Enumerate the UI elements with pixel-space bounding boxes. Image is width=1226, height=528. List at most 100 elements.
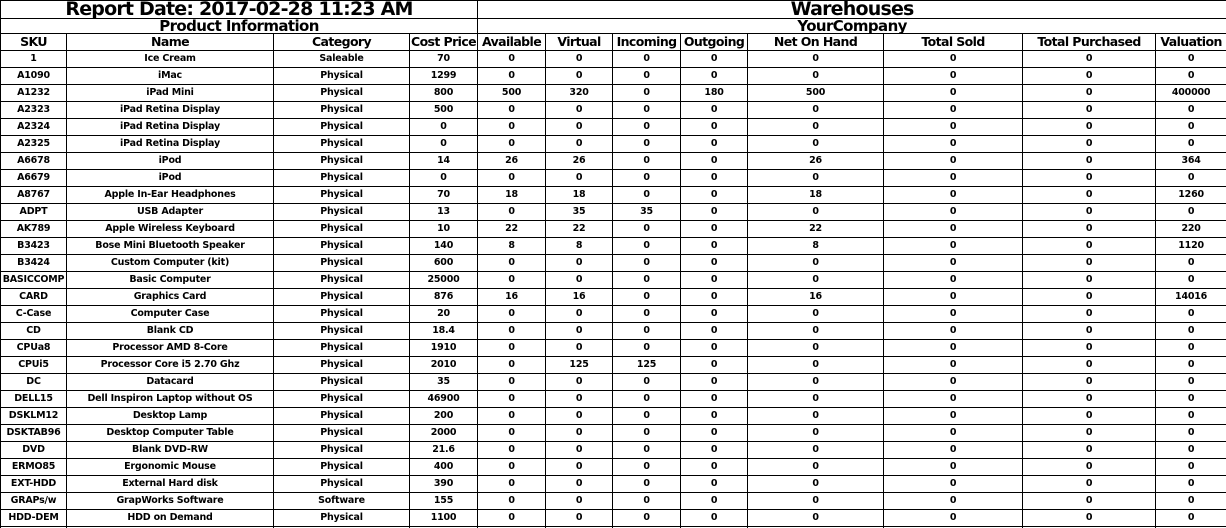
report-header: Report Date: 2017-02-28 11:23 AM Warehou… — [0, 0, 1226, 51]
cell-available: 0 — [477, 492, 547, 510]
cell-category: Physical — [273, 186, 410, 204]
cell-cost-price: 0 — [408, 118, 479, 136]
cell-outgoing: 0 — [680, 203, 749, 221]
cell-valuation: 0 — [1155, 118, 1226, 136]
cell-net-on-hand: 22 — [747, 220, 885, 238]
cell-net-on-hand: 0 — [747, 373, 885, 391]
cell-valuation: 0 — [1155, 390, 1226, 408]
cell-valuation: 0 — [1155, 407, 1226, 425]
cell-available: 0 — [477, 305, 547, 323]
cell-outgoing: 0 — [680, 50, 749, 68]
cell-sku: EXT-HDD — [0, 475, 67, 493]
cell-available: 0 — [477, 390, 547, 408]
cell-sku: B3423 — [0, 237, 67, 255]
company-subtitle: YourCompany — [477, 18, 1226, 34]
cell-virtual: 0 — [545, 339, 614, 357]
cell-available: 0 — [477, 50, 547, 68]
cell-cost-price: 25000 — [408, 271, 479, 289]
cell-category: Physical — [273, 84, 410, 102]
cell-valuation: 0 — [1155, 475, 1226, 493]
cell-available: 0 — [477, 322, 547, 340]
cell-net-on-hand: 0 — [747, 271, 885, 289]
cell-total-purchased: 0 — [1022, 67, 1157, 85]
cell-total-sold: 0 — [883, 135, 1024, 153]
cell-total-purchased: 0 — [1022, 475, 1157, 493]
cell-category: Physical — [273, 169, 410, 187]
cell-sku: DELL15 — [0, 390, 67, 408]
cell-cost-price: 46900 — [408, 390, 479, 408]
cell-total-sold: 0 — [883, 271, 1024, 289]
cell-sku: CPUa8 — [0, 339, 67, 357]
cell-outgoing: 0 — [680, 186, 749, 204]
cell-category: Physical — [273, 305, 410, 323]
cell-incoming: 0 — [612, 271, 682, 289]
cell-category: Physical — [273, 322, 410, 340]
column-header-available: Available — [477, 33, 547, 51]
cell-category: Physical — [273, 237, 410, 255]
column-header-valuation: Valuation — [1155, 33, 1226, 51]
cell-virtual: 8 — [545, 237, 614, 255]
cell-valuation: 400000 — [1155, 84, 1226, 102]
cell-net-on-hand: 0 — [747, 305, 885, 323]
cell-available: 0 — [477, 339, 547, 357]
title-row: Report Date: 2017-02-28 11:23 AM Warehou… — [0, 0, 1226, 19]
column-header-category: Category — [273, 33, 410, 51]
cell-incoming: 0 — [612, 441, 682, 459]
table-row: DC Datacard Physical 35 0 0 0 0 0 0 0 0 — [0, 373, 1226, 391]
cell-available: 0 — [477, 373, 547, 391]
cell-outgoing: 0 — [680, 288, 749, 306]
cell-net-on-hand: 500 — [747, 84, 885, 102]
warehouses-title: Warehouses — [477, 0, 1226, 19]
cell-cost-price: 390 — [408, 475, 479, 493]
cell-sku: A1090 — [0, 67, 67, 85]
cell-valuation: 0 — [1155, 169, 1226, 187]
table-row: CARD Graphics Card Physical 876 16 16 0 0 16 0 0 14… — [0, 288, 1226, 306]
subtitle-row: Product Information YourCompany — [0, 18, 1226, 34]
cell-sku: BASICCOMP — [0, 271, 67, 289]
table-row: ERMO85 Ergonomic Mouse Physical 400 0 0 0 0 0 0 0 0 — [0, 458, 1226, 476]
cell-name: Desktop Computer Table — [66, 424, 274, 442]
cell-cost-price: 1299 — [408, 67, 479, 85]
table-row: HDD-DEM HDD on Demand Physical 1100 0 0 0 0 0 0 0 0 — [0, 509, 1226, 527]
cell-available: 0 — [477, 169, 547, 187]
cell-name: iPad Retina Display — [66, 118, 274, 136]
cell-outgoing: 0 — [680, 356, 749, 374]
cell-name: GrapWorks Software — [66, 492, 274, 510]
cell-sku: C-Case — [0, 305, 67, 323]
cell-outgoing: 0 — [680, 101, 749, 119]
cell-virtual: 0 — [545, 424, 614, 442]
cell-net-on-hand: 0 — [747, 458, 885, 476]
cell-name: iPod — [66, 152, 274, 170]
cell-net-on-hand: 0 — [747, 203, 885, 221]
cell-name: Blank DVD-RW — [66, 441, 274, 459]
cell-sku: DC — [0, 373, 67, 391]
cell-incoming: 0 — [612, 288, 682, 306]
cell-cost-price: 20 — [408, 305, 479, 323]
cell-category: Physical — [273, 67, 410, 85]
cell-virtual: 0 — [545, 101, 614, 119]
partial-table-row — [0, 526, 1226, 528]
table-row: GRAPs/w GrapWorks Software Software 155 0 0 0 0… — [0, 492, 1226, 510]
cell-net-on-hand: 0 — [747, 424, 885, 442]
cell-category: Physical — [273, 288, 410, 306]
cell-valuation: 0 — [1155, 322, 1226, 340]
cell-outgoing: 0 — [680, 492, 749, 510]
cell-sku: A6679 — [0, 169, 67, 187]
cell-category: Physical — [273, 152, 410, 170]
cell-net-on-hand: 0 — [747, 356, 885, 374]
cell-total-purchased: 0 — [1022, 169, 1157, 187]
cell-incoming: 0 — [612, 305, 682, 323]
cell-net-on-hand: 0 — [747, 492, 885, 510]
cell-category: Physical — [273, 407, 410, 425]
cell-total-sold: 0 — [883, 305, 1024, 323]
cell-net-on-hand: 0 — [747, 390, 885, 408]
cell-available: 0 — [477, 458, 547, 476]
cell-outgoing: 0 — [680, 390, 749, 408]
cell-incoming: 0 — [612, 254, 682, 272]
cell-incoming: 0 — [612, 373, 682, 391]
cell-total-sold: 0 — [883, 373, 1024, 391]
cell-virtual: 0 — [545, 509, 614, 527]
cell-valuation: 0 — [1155, 424, 1226, 442]
table-row: CPUa8 Processor AMD 8-Core Physical 1910 0 0 0… — [0, 339, 1226, 357]
table-row: A2325 iPad Retina Display Physical 0 0 0 0 0 0 0 0… — [0, 135, 1226, 153]
